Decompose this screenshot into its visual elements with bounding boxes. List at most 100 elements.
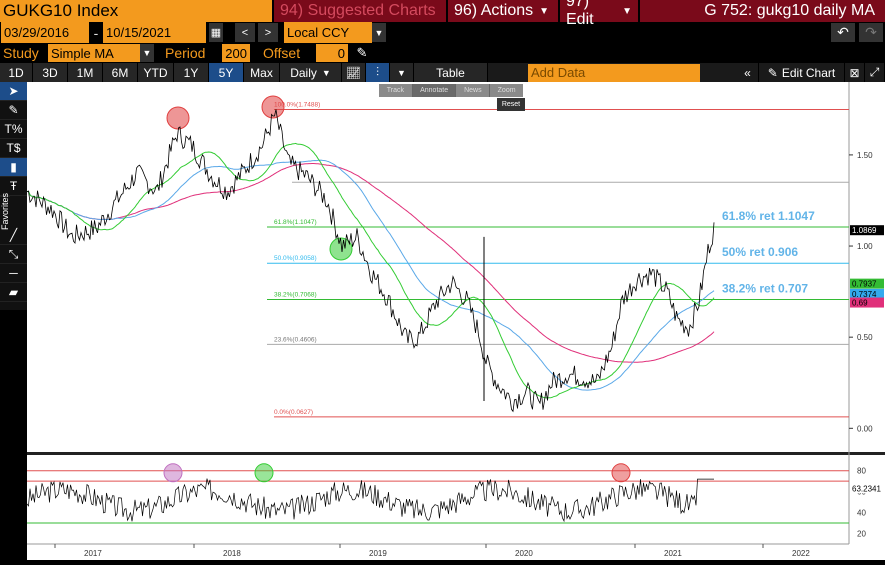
horizontal-line-icon[interactable]: ─ (0, 264, 27, 283)
ma-200-line (26, 163, 715, 363)
period-field[interactable]: 200 (222, 44, 250, 62)
y-tick-label: 1.00 (857, 242, 873, 251)
rsi-line (26, 478, 714, 523)
end-date-field[interactable]: 10/15/2021 (103, 22, 206, 43)
period-1y[interactable]: 1Y (174, 63, 209, 82)
retracement-label: 38.2% ret 0.707 (722, 281, 808, 295)
add-data-input[interactable]: Add Data (528, 63, 700, 82)
chevron-down-icon[interactable]: ▼ (140, 44, 154, 62)
rsi-highlight-circle (163, 463, 183, 483)
line-chart-icon[interactable]: 📈︎ (342, 63, 366, 82)
chart-panel[interactable]: 100.0%(1.7488) 61.8%(1.1047) 50.0%(0.9058)… (26, 82, 885, 560)
period-3d[interactable]: 3D (33, 63, 68, 82)
period-1m[interactable]: 1M (68, 63, 103, 82)
highlight-circle (166, 106, 190, 130)
bar-tool-icon[interactable]: ▮ (0, 158, 27, 177)
zoom-button[interactable]: Zoom (490, 84, 523, 97)
price-tag (850, 297, 884, 308)
candle-chart-icon[interactable]: ⫶ (366, 63, 390, 82)
fib-label: 38.2%(0.7068) (274, 291, 317, 298)
frequency-label: Daily (290, 65, 317, 80)
chevron-left-icon[interactable]: < (235, 23, 255, 42)
rsi-highlight-circle (611, 463, 631, 483)
edit-chart-label: Edit Chart (781, 65, 836, 80)
rsi-value-tag (850, 483, 885, 494)
dollar-tool-icon[interactable]: T$ (0, 139, 27, 158)
fib-label: 0.0%(0.0627) (274, 409, 313, 416)
edit-menu[interactable]: 97) Edit ▼ (560, 0, 638, 28)
period-1d[interactable]: 1D (0, 63, 33, 82)
cursor-icon[interactable]: ➤ (0, 82, 27, 101)
edit-chart-button[interactable]: ✎ Edit Chart (759, 63, 845, 82)
study-bar: Study Simple MA ▼ Period 200 Offset 0 ✎ (0, 43, 885, 63)
undo-icon[interactable]: ↶ (831, 23, 855, 42)
chevron-down-icon: ▼ (539, 5, 550, 17)
annotate-button[interactable]: Annotate (412, 84, 457, 97)
retracement-label: 61.8% ret 1.1047 (722, 209, 815, 223)
series-lines (26, 109, 715, 413)
channel-tool-icon[interactable]: ▰ (0, 283, 27, 302)
reset-button[interactable]: Reset (497, 98, 525, 111)
y-tick-label: 0.00 (857, 424, 873, 433)
date-range-bar: 03/29/2016 - 10/15/2021 ▦ < > Local CCY … (0, 22, 885, 43)
period-label: Period (165, 45, 206, 61)
news-button[interactable]: News (456, 84, 491, 97)
track-button[interactable]: Track (379, 84, 413, 97)
percent-tool-icon[interactable]: T% (0, 120, 27, 139)
chart-title: G 752: gukg10 daily MA (640, 0, 885, 22)
line-tool-icon[interactable]: ╱ (0, 226, 27, 245)
x-tick-label: 2017 (84, 549, 102, 558)
expand-icon[interactable]: ⤢ (865, 63, 885, 82)
period-6m[interactable]: 6M (103, 63, 138, 82)
chevron-down-icon[interactable]: ▼ (372, 23, 386, 42)
x-tick-label: 2019 (369, 549, 387, 558)
highlight-circles (166, 95, 353, 261)
pen-icon[interactable]: ✎ (0, 101, 27, 120)
zoom-label: Zoom (497, 87, 516, 94)
price-line (26, 109, 715, 413)
edit-label: 97) Edit (566, 0, 594, 28)
x-tick-label: 2021 (664, 549, 682, 558)
study-field[interactable]: Simple MA (48, 44, 140, 62)
chevron-right-icon[interactable]: > (258, 23, 278, 42)
rsi-tick-label: 80 (857, 467, 866, 476)
currency-field[interactable]: Local CCY (284, 22, 372, 43)
actions-menu[interactable]: 96) Actions ▼ (448, 0, 558, 22)
polyline-tool-icon[interactable]: ⤡ (0, 245, 27, 264)
period-5y[interactable]: 5Y (209, 63, 244, 82)
pencil-icon[interactable]: ✎ (356, 45, 368, 60)
ticker-field[interactable]: GUKG10 Index (0, 0, 272, 22)
offset-label: Offset (263, 45, 301, 61)
fib-label: 100.0%(1.7488) (274, 102, 320, 109)
ma-50-line (26, 142, 715, 399)
rsi-tick-label: 20 (857, 530, 866, 539)
table-button[interactable]: Table (414, 63, 488, 82)
box-tool-icon[interactable]: Ŧ (0, 177, 27, 196)
x-tick-label: 2020 (515, 549, 533, 558)
frequency-select[interactable]: Daily ▼ (280, 63, 342, 82)
period-ytd[interactable]: YTD (138, 63, 174, 82)
price-tag-label: 0.7374 (852, 290, 877, 299)
price-chart: 100.0%(1.7488) 61.8%(1.1047) 50.0%(0.9058)… (26, 82, 885, 560)
rsi-highlight-circle (254, 463, 274, 483)
collapse-icon[interactable]: « (737, 63, 759, 82)
chevron-down-icon[interactable]: ▼ (390, 63, 414, 82)
annotate-label: Annotate (420, 87, 449, 94)
period-max[interactable]: Max (244, 63, 280, 82)
suggested-charts-menu[interactable]: 94) Suggested Charts (274, 0, 446, 22)
rsi-value-label: 63.2341 (852, 484, 881, 493)
highlight-circle (329, 237, 353, 261)
offset-field[interactable]: 0 (316, 44, 348, 62)
y-tick-label: 1.50 (857, 151, 873, 160)
calendar-icon[interactable]: ▦ (209, 23, 223, 42)
favorites-tab[interactable]: Favorites (0, 192, 10, 230)
chart-settings-icon[interactable]: ⊠ (845, 63, 865, 82)
chart-toolbar: 1D 3D 1M 6M YTD 1Y 5Y Max Daily ▼ 📈︎ ⫶ ▼ … (0, 63, 885, 82)
news-label: News (464, 87, 482, 94)
actions-label: 96) Actions (454, 2, 534, 19)
fib-label: 61.8%(1.1047) (274, 219, 317, 226)
retracement-label: 50% ret 0.906 (722, 245, 798, 259)
start-date-field[interactable]: 03/29/2016 (1, 22, 89, 43)
fib-label: 23.6%(0.4606) (274, 336, 317, 343)
redo-icon[interactable]: ↷ (859, 23, 883, 42)
